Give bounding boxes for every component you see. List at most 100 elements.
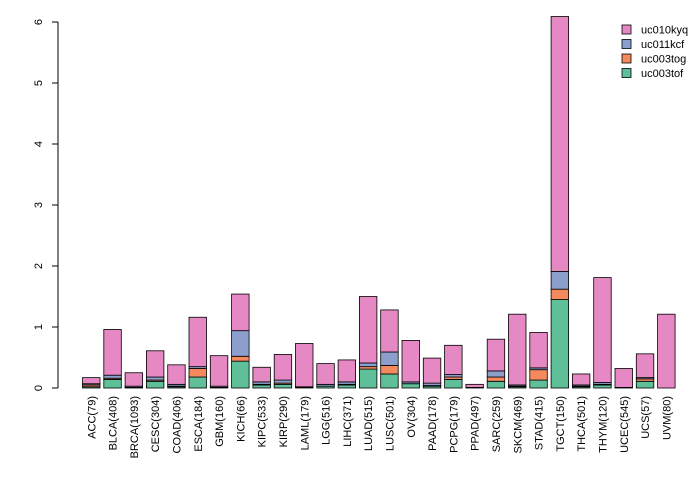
x-tick-label: SKCM(469)	[512, 396, 524, 453]
bar-segment-uc003tog	[529, 369, 548, 381]
x-tick-label: LUSC(501)	[384, 396, 396, 451]
x-tick-label: CESC(304)	[150, 396, 162, 452]
x-tick-label: LIHC(371)	[342, 396, 354, 447]
bar-segment-uc011kcf	[231, 330, 250, 357]
bar-segment-uc003tof	[444, 379, 463, 389]
legend-swatch-uc010kyq	[621, 24, 632, 35]
y-tick-label: 2	[33, 263, 45, 269]
bar-segment-uc003tof	[337, 384, 357, 389]
x-tick-label: LUAD(515)	[363, 396, 375, 451]
bar-segment-uc010kyq	[508, 313, 527, 386]
bar-segment-uc011kcf	[486, 370, 506, 378]
bar-segment-uc011kcf	[273, 379, 293, 384]
bar-segment-uc011kcf	[358, 362, 378, 368]
y-axis: 0 1 2 3 4 5 6	[33, 19, 59, 391]
bar-segment-uc003tof	[401, 383, 420, 389]
legend-label-uc003tog: uc003tog	[641, 54, 686, 66]
bar-segment-uc003tog	[231, 355, 250, 362]
bar-segment-uc003tof	[635, 380, 655, 389]
x-tick-label: PPAD(497)	[470, 396, 482, 451]
bar-segment-uc010kyq	[550, 16, 569, 272]
bars	[82, 16, 676, 389]
x-tick-label: SARC(259)	[491, 396, 503, 452]
bar-segment-uc010kyq	[103, 329, 122, 376]
legend: uc010kyq uc011kcf uc003tog uc003tof	[621, 24, 688, 80]
bar-segment-uc010kyq	[337, 359, 357, 383]
y-tick-label: 6	[33, 19, 45, 25]
x-tick-label: KIRP(290)	[278, 396, 290, 447]
bar-segment-uc010kyq	[358, 296, 378, 364]
bar-segment-uc010kyq	[273, 354, 293, 381]
x-tick-label: UVM(80)	[661, 396, 673, 440]
legend-swatch-uc003tof	[621, 68, 632, 78]
y-tick-label: 5	[33, 80, 45, 86]
bar-segment-uc010kyq	[593, 277, 612, 383]
x-tick-label: COAD(406)	[171, 396, 183, 453]
x-tick-label: OV(304)	[406, 396, 418, 438]
bar-segment-uc003tof	[486, 380, 506, 389]
y-tick-label: 3	[33, 202, 45, 208]
bar-segment-uc003tof	[529, 379, 548, 389]
bar-segment-uc010kyq	[486, 338, 506, 372]
x-tick-label: ESCA(184)	[193, 396, 205, 452]
bar-segment-uc011kcf	[550, 271, 569, 290]
bar-segment-uc010kyq	[252, 366, 271, 383]
x-tick-label: BLCA(408)	[108, 396, 120, 450]
bar-segment-uc010kyq	[124, 372, 143, 387]
bar-segment-uc011kcf	[145, 376, 165, 381]
y-tick-label: 4	[33, 141, 45, 147]
x-tick-label: TGCT(150)	[555, 396, 567, 452]
bar-segment-uc010kyq	[380, 309, 399, 353]
y-tick-label: 0	[33, 385, 45, 391]
bar-segment-uc003tof	[593, 384, 612, 389]
x-tick-label: UCS(57)	[640, 396, 652, 439]
bar-segment-uc010kyq	[167, 364, 186, 385]
x-tick-label: THYM(120)	[597, 396, 609, 453]
bar-segment-uc010kyq	[231, 293, 250, 332]
bar-segment-uc010kyq	[209, 355, 229, 387]
x-tick-label: LAML(179)	[299, 396, 311, 450]
x-tick-label: THCA(501)	[576, 396, 588, 452]
bar-segment-uc010kyq	[465, 383, 484, 388]
bar-segment-uc010kyq	[401, 340, 420, 383]
x-tick-label: GBM(160)	[214, 396, 226, 447]
x-tick-label: ACC(79)	[86, 396, 98, 439]
legend-swatch-uc011kcf	[621, 39, 632, 49]
y-tick-label: 1	[33, 324, 45, 330]
x-tick-labels: ACC(79) BLCA(408) BRCA(1093) CESC(304) COAD(…	[86, 396, 673, 458]
legend-label-uc010kyq: uc010kyq	[641, 25, 688, 37]
bar-segment-uc010kyq	[188, 316, 207, 368]
bar-segment-uc003tof	[358, 368, 378, 389]
bar-segment-uc003tof	[380, 373, 399, 389]
bar-segment-uc003tof	[103, 379, 122, 389]
x-tick-label: KICH(66)	[235, 396, 247, 442]
bar-segment-uc003tog	[380, 365, 399, 375]
bar-segment-uc010kyq	[295, 343, 314, 388]
bar-segment-uc011kcf	[380, 351, 399, 366]
legend-label-uc003tof: uc003tof	[641, 68, 684, 80]
bar-segment-uc003tof	[231, 360, 250, 389]
legend-swatch-uc003tog	[621, 53, 632, 64]
x-tick-label: KIPC(533)	[257, 396, 269, 447]
bar-segment-uc003tog	[188, 368, 207, 378]
bar-segment-uc003tof	[252, 384, 271, 389]
x-tick-label: LGG(516)	[321, 396, 333, 445]
x-tick-label: BRCA(1093)	[129, 396, 141, 458]
bar-segment-uc010kyq	[572, 373, 591, 386]
bar-segment-uc003tof	[550, 299, 569, 389]
legend-label-uc011kcf: uc011kcf	[641, 39, 685, 51]
bar-segment-uc010kyq	[529, 332, 548, 369]
x-tick-label: UCEC(545)	[619, 396, 631, 453]
bar-segment-uc010kyq	[635, 353, 655, 379]
bar-segment-uc010kyq	[145, 350, 165, 378]
bar-segment-uc010kyq	[614, 368, 633, 388]
bar-segment-uc010kyq	[82, 377, 101, 385]
bar-segment-uc011kcf	[103, 374, 122, 379]
x-tick-label: PCPG(179)	[448, 396, 460, 453]
bar-segment-uc010kyq	[316, 363, 335, 385]
bar-segment-uc010kyq	[422, 357, 442, 384]
bar-segment-uc010kyq	[444, 344, 463, 375]
bar-segment-uc003tog	[486, 376, 506, 382]
bar-segment-uc010kyq	[657, 313, 676, 389]
